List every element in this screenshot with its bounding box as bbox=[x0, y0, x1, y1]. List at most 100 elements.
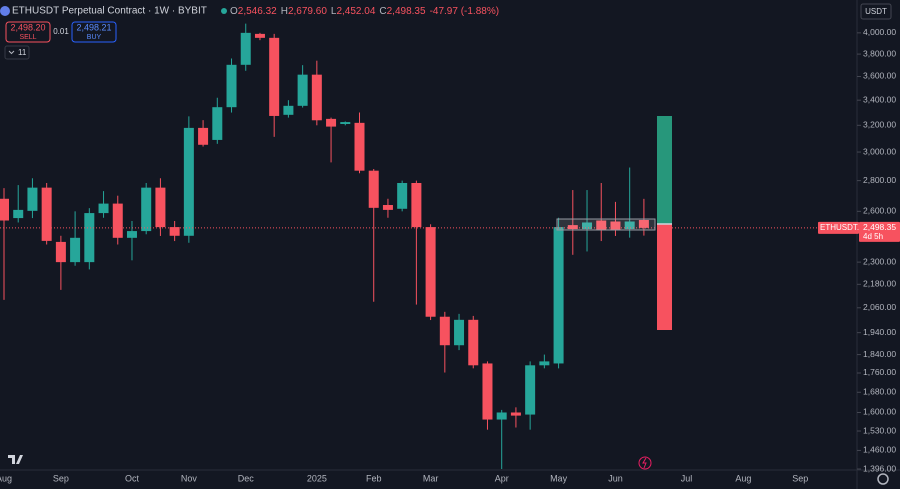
quantity[interactable]: 0.01 bbox=[53, 27, 69, 36]
candle-body bbox=[610, 221, 621, 231]
ohlc-legend: O2,546.32 H2,679.60 L2,452.04 C2,498.35 -47.… bbox=[230, 6, 499, 17]
candle-body bbox=[340, 122, 351, 125]
candle-body bbox=[0, 198, 9, 221]
y-tick-label: 2,300.00 bbox=[863, 256, 896, 266]
candle-body bbox=[638, 219, 649, 228]
indicator-count: 11 bbox=[18, 48, 27, 57]
candle-body bbox=[55, 241, 66, 263]
candle-body bbox=[112, 203, 123, 238]
y-tick-label: 1,460.00 bbox=[863, 445, 896, 455]
x-tick-label: Aug bbox=[0, 473, 12, 483]
candle-body bbox=[254, 33, 265, 38]
candle-body bbox=[13, 209, 24, 219]
currency: USDT bbox=[865, 7, 887, 16]
y-tick-label: 1,600.00 bbox=[863, 407, 896, 417]
sell-label: SELL bbox=[19, 34, 36, 41]
candle-body bbox=[283, 105, 294, 115]
candle-body bbox=[368, 170, 379, 208]
x-tick-label: Aug bbox=[735, 473, 751, 483]
x-tick-label: Jul bbox=[681, 473, 693, 483]
y-tick-label: 1,840.00 bbox=[863, 349, 896, 359]
x-tick-label: Sep bbox=[53, 473, 69, 483]
candle-body bbox=[155, 187, 166, 228]
candle-body bbox=[326, 118, 337, 127]
candle-body bbox=[553, 227, 564, 364]
candle-body bbox=[482, 363, 493, 420]
buy-button[interactable] bbox=[71, 21, 117, 43]
candle-body bbox=[27, 187, 38, 211]
candle-body bbox=[297, 74, 308, 106]
buy-label: BUY bbox=[87, 34, 102, 41]
x-tick-label: Apr bbox=[495, 473, 509, 483]
tradingview-logo[interactable] bbox=[8, 455, 23, 464]
y-tick-label: 1,530.00 bbox=[863, 425, 896, 435]
x-tick-label: Nov bbox=[181, 473, 198, 483]
price-tag-countdown: 4d 5h bbox=[863, 232, 883, 241]
candle-body bbox=[141, 187, 152, 232]
symbol-title: ETHUSDT Perpetual Contract · 1W · BYBIT bbox=[12, 6, 207, 17]
stop-zone[interactable] bbox=[657, 224, 672, 330]
settings-icon[interactable] bbox=[877, 473, 889, 485]
y-tick-label: 3,400.00 bbox=[863, 94, 896, 104]
candle-body bbox=[411, 182, 422, 228]
y-tick-label: 1,760.00 bbox=[863, 367, 896, 377]
candle-body bbox=[269, 37, 280, 116]
x-tick-label: Mar bbox=[423, 473, 439, 483]
bolt bbox=[642, 457, 647, 469]
x-tick-label: May bbox=[550, 473, 568, 483]
x-tick-label: Dec bbox=[238, 473, 255, 483]
ohlc-value: 2,546.32 bbox=[238, 6, 277, 17]
ohlc-key: O bbox=[230, 6, 238, 17]
x-tick-label: Feb bbox=[366, 473, 382, 483]
market-status bbox=[221, 8, 227, 14]
candle-body bbox=[169, 227, 180, 236]
y-tick-label: 1,680.00 bbox=[863, 387, 896, 397]
candle-body bbox=[212, 107, 223, 140]
y-tick-label: 4,000.00 bbox=[863, 27, 896, 37]
x-tick-label: 2025 bbox=[307, 473, 327, 483]
ohlc-value: 2,679.60 bbox=[288, 6, 327, 17]
y-tick-label: 1,940.00 bbox=[863, 327, 896, 337]
candle-body bbox=[596, 220, 607, 231]
y-tick-label: 3,200.00 bbox=[863, 120, 896, 130]
sell-button[interactable] bbox=[5, 21, 51, 43]
sell-price: 2,498.20 bbox=[10, 22, 45, 32]
y-tick-label: 3,600.00 bbox=[863, 71, 896, 81]
candle-body bbox=[425, 227, 436, 317]
candle-body bbox=[582, 222, 593, 230]
change: -47.97 (-1.88%) bbox=[430, 6, 499, 17]
symbol-tag-label: ETHUSDT.P bbox=[820, 223, 864, 232]
x-tick-label: Sep bbox=[792, 473, 808, 483]
currency-button[interactable] bbox=[860, 3, 892, 20]
range-box[interactable] bbox=[556, 218, 656, 231]
y-tick-label: 1,396.00 bbox=[863, 463, 896, 473]
candle-body bbox=[382, 205, 393, 210]
alert-icon[interactable] bbox=[638, 456, 652, 470]
candle-body bbox=[510, 412, 521, 416]
y-tick-label: 3,800.00 bbox=[863, 48, 896, 58]
indicators-toggle[interactable] bbox=[4, 45, 30, 60]
candle-body bbox=[439, 316, 450, 346]
target-zone[interactable] bbox=[657, 116, 672, 224]
y-tick-label: 3,000.00 bbox=[863, 146, 896, 156]
candle-body bbox=[624, 221, 635, 230]
y-tick-label: 2,180.00 bbox=[863, 279, 896, 289]
symbol-logo bbox=[0, 6, 10, 16]
y-tick-label: 2,600.00 bbox=[863, 206, 896, 216]
candle-body bbox=[311, 74, 322, 121]
y-tick-label: 2,800.00 bbox=[863, 175, 896, 185]
chevron-icon bbox=[8, 50, 15, 55]
plot-area bbox=[0, 23, 857, 469]
candle-body bbox=[198, 127, 209, 145]
candle-body bbox=[41, 187, 52, 241]
price-tag-value: 2,498.35 bbox=[863, 222, 896, 232]
x-tick-label: Oct bbox=[125, 473, 140, 483]
ohlc-key: H bbox=[281, 6, 288, 17]
ohlc-value: 2,498.35 bbox=[387, 6, 426, 17]
price-tag bbox=[859, 221, 900, 242]
candle-body bbox=[525, 365, 536, 415]
candle-body bbox=[183, 127, 194, 236]
ohlc-key: C bbox=[379, 6, 386, 17]
ohlc-key: L bbox=[331, 6, 337, 17]
